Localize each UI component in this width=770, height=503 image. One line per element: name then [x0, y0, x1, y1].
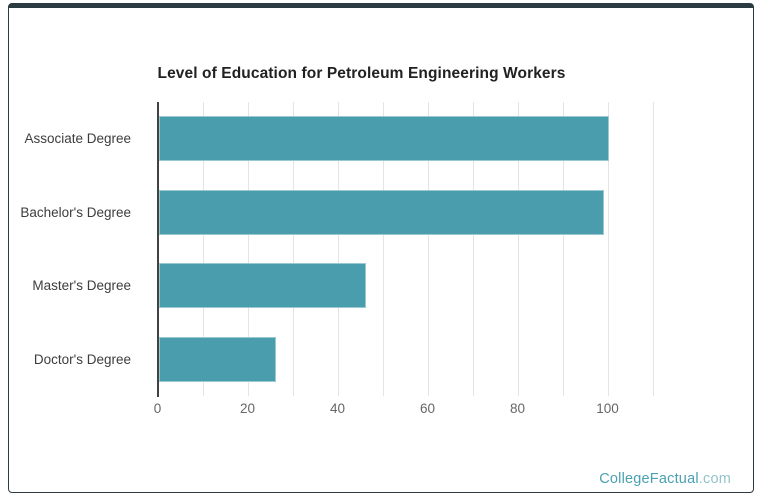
x-tick-label: 80	[509, 401, 526, 416]
gridline	[337, 102, 339, 396]
x-tick-label: 40	[329, 401, 346, 416]
gridline	[652, 102, 654, 396]
axis-baseline	[156, 102, 159, 397]
watermark-brand: CollegeFactual	[599, 471, 699, 487]
gridline	[427, 102, 429, 396]
plot-area	[156, 102, 654, 397]
chart-card: Level of Education for Petroleum Enginee…	[8, 3, 754, 493]
y-axis-label: Master's Degree	[32, 278, 131, 294]
gridline	[247, 102, 249, 396]
x-tick-label: 20	[239, 401, 256, 416]
y-axis-label: Bachelor's Degree	[20, 204, 131, 220]
gridline	[517, 102, 519, 396]
gridline	[472, 102, 474, 396]
gridline	[382, 102, 384, 396]
gridline	[607, 102, 609, 396]
watermark-suffix: .com	[698, 471, 731, 487]
x-tick-label: 0	[153, 401, 162, 416]
bar-bachelor-s-degree	[158, 189, 604, 235]
bar-master-s-degree	[158, 263, 366, 309]
chart-title: Level of Education for Petroleum Enginee…	[157, 65, 566, 82]
gridline	[292, 102, 294, 396]
y-axis-label: Associate Degree	[24, 131, 131, 147]
bar-associate-degree	[158, 116, 609, 162]
y-axis-label: Doctor's Degree	[33, 351, 131, 367]
gridline	[562, 102, 564, 396]
gridline	[202, 102, 204, 396]
bar-doctor-s-degree	[158, 336, 276, 382]
x-tick-label: 100	[596, 401, 619, 416]
watermark-link[interactable]: CollegeFactual.com	[599, 471, 731, 487]
x-tick-label: 60	[419, 401, 436, 416]
